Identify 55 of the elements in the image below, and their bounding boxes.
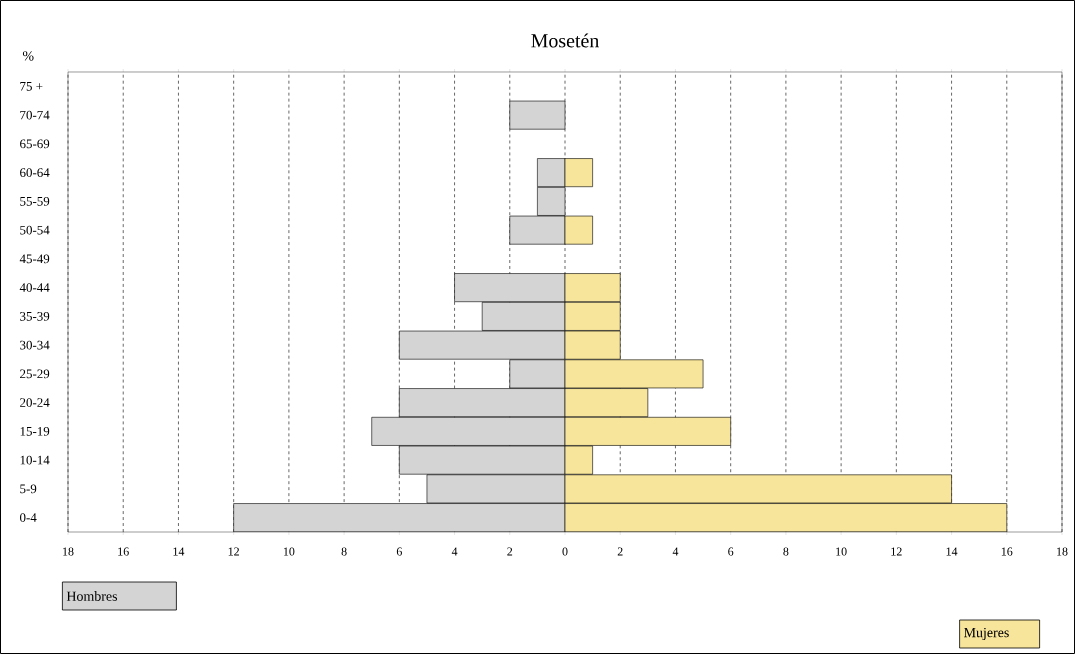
y-tick-label: 40-44 [19, 283, 50, 292]
bar [564, 503, 1008, 532]
y-tick-label: 15-19 [20, 427, 50, 436]
y-tick-label: 5-9 [20, 484, 37, 494]
y-tick-label: 0-4 [20, 513, 37, 522]
x-tick-label: 18 [1057, 547, 1068, 556]
x-tick-label: 8 [341, 547, 347, 556]
x-tick-label: 16 [118, 547, 129, 556]
x-tick-label: 0 [562, 547, 568, 556]
bar [371, 416, 566, 446]
bar [564, 273, 621, 303]
bar [454, 273, 566, 303]
x-tick-label: 4 [451, 547, 458, 556]
x-tick-label: 14 [173, 547, 185, 556]
bar [509, 215, 566, 245]
y-tick-label: 25-29 [20, 369, 50, 379]
x-tick-label: 6 [728, 547, 734, 556]
x-tick-label: 16 [1001, 547, 1013, 556]
x-tick-label: 2 [507, 547, 513, 556]
text: Hombres [66, 591, 118, 601]
chart-title: Mosetén [531, 33, 600, 48]
y-tick-label: 65-69 [20, 139, 50, 149]
y-tick-label: 30-34 [20, 340, 50, 350]
bar [564, 215, 593, 245]
y-tick-label: 60-64 [20, 168, 50, 177]
y-tick-label: 20-24 [20, 398, 50, 407]
x-tick-label: 12 [891, 547, 902, 556]
bar [564, 388, 649, 418]
bar [481, 301, 566, 331]
y-tick-label: 35-39 [20, 312, 50, 321]
y-tick-label: 45-49 [19, 254, 50, 264]
bar [564, 301, 621, 331]
text: Mujeres [964, 627, 1009, 641]
x-tick-label: 12 [228, 547, 239, 556]
y-tick-label: 10-14 [20, 455, 50, 465]
x-tick-label: 4 [672, 547, 679, 556]
bar [233, 503, 566, 532]
y-tick-label: 50-54 [20, 225, 50, 235]
y-tick-label: 70-74 [20, 110, 50, 120]
x-tick-label: 10 [836, 547, 847, 556]
x-tick-label: 6 [396, 547, 402, 556]
bar [564, 158, 593, 188]
bar [537, 186, 566, 216]
x-tick-label: 10 [283, 547, 295, 556]
bar [509, 100, 566, 130]
x-tick-label: 8 [783, 547, 789, 556]
y-axis-title: % [22, 51, 34, 61]
bar [564, 416, 731, 446]
y-tick-label: 55-59 [20, 197, 50, 206]
x-tick-label: 2 [617, 547, 623, 556]
bar [537, 158, 566, 188]
y-tick-label: 75 + [20, 82, 43, 91]
x-tick-label: 14 [946, 547, 958, 556]
x-tick-label: 18 [63, 547, 74, 556]
bar [399, 388, 566, 418]
